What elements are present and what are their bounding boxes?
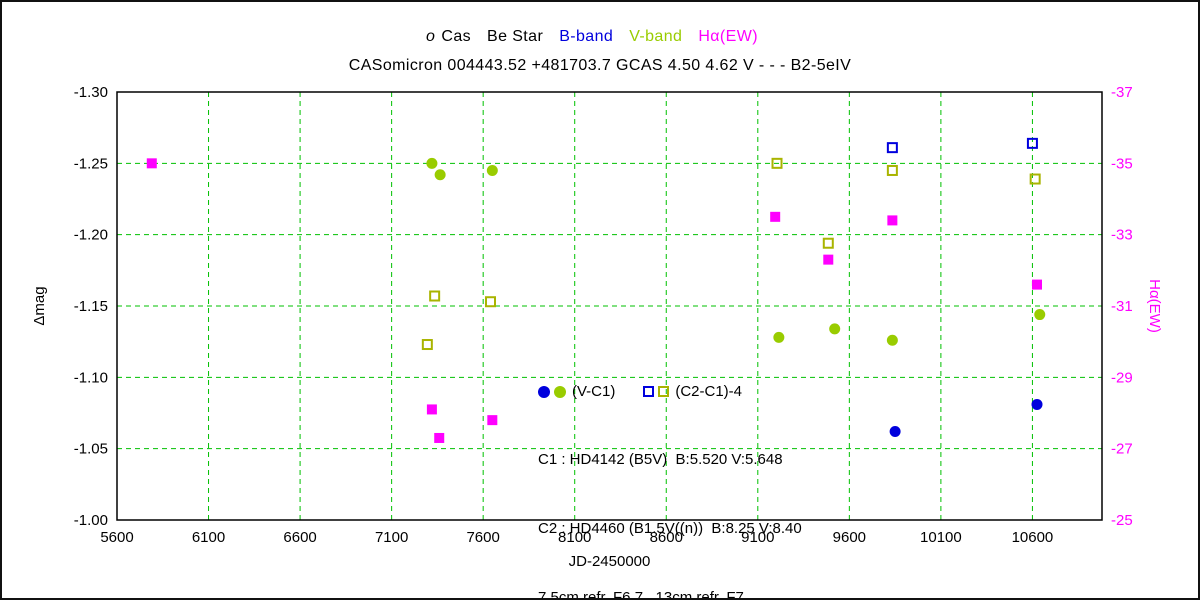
y-axis-label-right: Hα(EW) xyxy=(1146,279,1163,333)
x-tick-label: 6600 xyxy=(283,529,316,546)
y-tick-label-right: -27 xyxy=(1111,441,1133,458)
data-point xyxy=(770,211,781,222)
legend-label: (V-C1) xyxy=(572,383,616,400)
data-point xyxy=(486,164,498,176)
y-tick-label-left: -1.00 xyxy=(74,512,108,529)
data-point xyxy=(829,323,841,335)
y-tick-label-right: -35 xyxy=(1111,155,1133,172)
circle-filled-marker-icon xyxy=(554,385,566,398)
data-point xyxy=(484,296,496,308)
y-tick-label-right: -29 xyxy=(1111,369,1133,386)
square-open-marker-icon xyxy=(643,386,655,397)
y-tick-label-right: -37 xyxy=(1111,84,1133,101)
chart-subtitle: CASomicron 004443.52 +481703.7 GCAS 4.50… xyxy=(348,57,852,74)
y-tick-label-left: -1.30 xyxy=(74,84,108,101)
note-line: C1 : HD4142 (B5V) B:5.520 V:5.648 xyxy=(538,451,783,468)
y-tick-label-left: -1.05 xyxy=(74,441,108,458)
data-point xyxy=(889,426,901,438)
legend-label: (C2-C1)-4 xyxy=(675,383,743,400)
header-segment: Cas xyxy=(441,28,472,45)
x-axis-label: JD-2450000 xyxy=(568,553,651,570)
data-point xyxy=(421,339,433,351)
x-tick-label: 6100 xyxy=(192,529,225,546)
y-tick-label-left: -1.15 xyxy=(74,298,108,315)
y-tick-label-right: -31 xyxy=(1111,298,1133,315)
data-point xyxy=(773,331,785,343)
data-point xyxy=(487,415,498,426)
data-point xyxy=(429,290,441,302)
data-point xyxy=(886,164,898,176)
y-tick-label-right: -25 xyxy=(1111,512,1133,529)
x-tick-label: 7100 xyxy=(375,529,408,546)
x-tick-label: 7600 xyxy=(466,529,499,546)
data-point xyxy=(1029,173,1041,185)
x-tick-label: 10600 xyxy=(1012,529,1054,546)
y-tick-label-left: -1.20 xyxy=(74,227,108,244)
chart-header-legend: o Cas Be Star B-band V-band Hα(EW) xyxy=(2,28,1198,46)
data-point xyxy=(887,215,898,226)
data-point xyxy=(822,237,834,249)
note-line: 7.5cm refr. F6.7, 13cm refr. F7 xyxy=(538,589,744,600)
data-point xyxy=(1032,279,1043,290)
plot-border xyxy=(116,91,1103,521)
x-tick-label: 10100 xyxy=(920,529,962,546)
data-point xyxy=(1026,137,1038,149)
data-point xyxy=(1034,309,1046,321)
data-point xyxy=(771,157,783,169)
circle-filled-marker-icon xyxy=(538,385,550,398)
data-point xyxy=(886,334,898,346)
data-point xyxy=(426,404,437,415)
plot-notes: C1 : HD4142 (B5V) B:5.520 V:5.648 C2 : H… xyxy=(538,402,802,600)
data-point xyxy=(434,432,445,443)
y-tick-label-left: -1.25 xyxy=(74,155,108,172)
data-point xyxy=(1031,398,1043,410)
data-point xyxy=(434,169,446,181)
data-point xyxy=(426,157,438,169)
y-axis-label-left: Δmag xyxy=(31,286,48,326)
y-tick-label-right: -33 xyxy=(1111,227,1133,244)
x-tick-label: 5600 xyxy=(100,529,133,546)
x-tick-label: 9600 xyxy=(833,529,866,546)
header-segment: Be Star xyxy=(487,28,544,45)
x-tick-label: 8600 xyxy=(650,529,683,546)
header-segment: B-band xyxy=(559,28,614,45)
legend-group: (V-C1) xyxy=(538,383,615,400)
header-segment: Hα(EW) xyxy=(698,28,758,45)
x-tick-label: 9100 xyxy=(741,529,774,546)
x-tick-label: 8100 xyxy=(558,529,591,546)
note-line: C2 : HD4460 (B1.5V((n)) B:8.25 V:8.40 xyxy=(538,520,802,537)
data-point xyxy=(886,142,898,154)
legend-group: (C2-C1)-4 xyxy=(643,383,742,400)
square-open-marker-icon xyxy=(658,386,670,397)
data-point xyxy=(146,158,157,169)
data-point xyxy=(823,254,834,265)
y-tick-label-left: -1.10 xyxy=(74,369,108,386)
plot-legend: (V-C1) (C2-C1)-4 xyxy=(538,383,770,400)
header-segment: o xyxy=(426,28,436,45)
header-segment: V-band xyxy=(629,28,683,45)
